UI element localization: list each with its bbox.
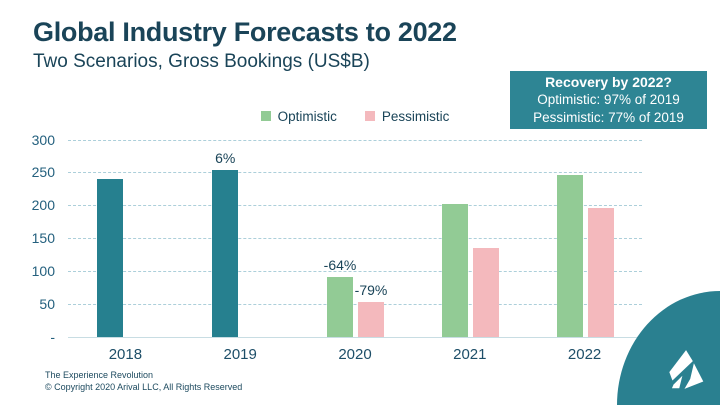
bar-2020-optimistic [327,277,353,337]
gridline-50 [68,304,642,306]
x-axis-label-2020: 2020 [338,346,372,363]
legend-label-optimistic: Optimistic [277,108,337,124]
bar-2021-optimistic [441,204,468,337]
footer-copyright: © Copyright 2020 Arival LLC, All Rights … [45,381,243,392]
x-axis-label-2022: 2022 [567,346,602,363]
callout-pessimistic-line: Pessimistic: 77% of 2019 [533,110,684,125]
footer: The Experience Revolution © Copyright 20… [45,370,242,393]
legend-item-pessimistic: Pessimistic [364,108,450,124]
bar-2022-pessimistic [587,207,614,337]
bar-2020-pessimistic [358,302,384,337]
legend-label-pessimistic: Pessimistic [381,108,450,124]
x-axis-label-2018: 2018 [108,346,143,363]
corner-shape [617,291,720,405]
y-axis-tick-150: 150 [31,230,55,247]
legend-item-optimistic: Optimistic [260,108,337,124]
y-axis-tick-250: 250 [31,164,55,181]
data-label-2020-optimistic: -64% [323,257,357,274]
y-axis-tick-200: 200 [31,197,55,214]
optimistic-swatch-icon [260,111,271,121]
chart-legend: Optimistic Pessimistic [68,108,642,124]
callout-optimistic-line: Optimistic: 97% of 2019 [537,92,680,107]
data-label-2019-actual: 6% [215,149,236,166]
pessimistic-swatch-icon [364,111,375,121]
data-label-2020-pessimistic: -79% [354,282,388,299]
bar-2018-actual [97,179,124,337]
bar-2022-optimistic [556,175,583,337]
gridline-250 [68,172,642,174]
arival-logo-icon [669,350,704,389]
y-axis-tick-50: 50 [39,296,55,313]
gridline-300 [68,139,642,141]
page-subtitle: Two Scenarios, Gross Bookings (US$B) [33,51,370,72]
bar-2019-actual [212,169,239,337]
y-axis-tick-100: 100 [31,263,55,280]
y-axis-tick-300: 300 [31,131,55,148]
bar-2021-pessimistic [472,248,499,337]
x-axis-label-2019: 2019 [223,346,257,363]
gridline-200 [68,205,642,207]
y-axis-tick-0: - [50,329,55,345]
gridline-100 [68,271,642,273]
gridline-0 [68,337,642,338]
page-title: Global Industry Forecasts to 2022 [33,17,457,47]
footer-tagline: The Experience Revolution [45,370,154,380]
recovery-callout: Recovery by 2022? Optimistic: 97% of 201… [510,71,707,129]
callout-heading: Recovery by 2022? [545,74,672,90]
gridline-150 [68,238,642,240]
x-axis-label-2021: 2021 [453,346,487,363]
